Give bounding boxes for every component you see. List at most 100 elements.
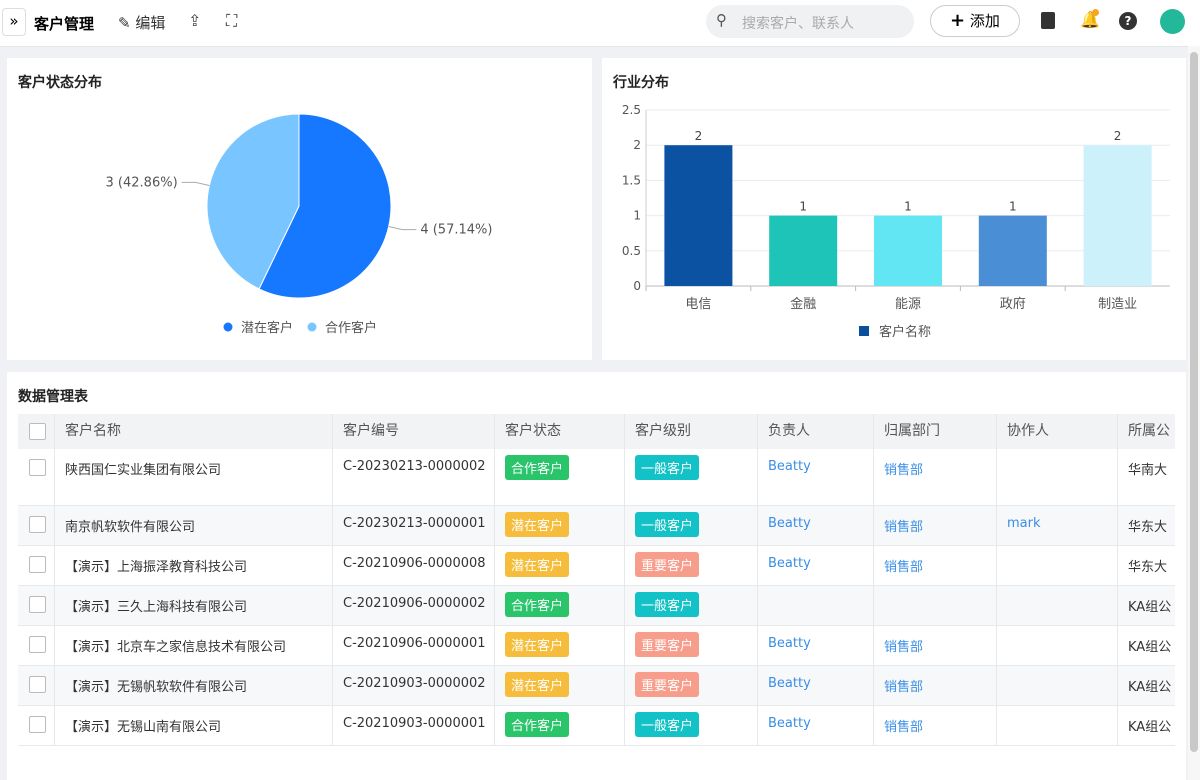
table-cell: 潜在客户 bbox=[495, 546, 625, 586]
tag: 潜在客户 bbox=[505, 552, 570, 577]
table-cell[interactable]: 销售部 bbox=[874, 449, 997, 506]
table-cell bbox=[997, 626, 1118, 666]
edit-label: 编辑 bbox=[135, 14, 166, 32]
table-cell: C-20230213-0000001 bbox=[333, 506, 495, 546]
table-cell: 华南大 bbox=[1118, 449, 1175, 506]
leader-line bbox=[388, 225, 417, 231]
checkbox-cell bbox=[18, 414, 55, 449]
share-icon[interactable]: ⇪ bbox=[188, 11, 202, 30]
legend-label: 潜在客户 bbox=[241, 320, 293, 336]
table-cell[interactable]: 销售部 bbox=[874, 706, 997, 746]
table-row bbox=[18, 449, 1175, 506]
add-button[interactable]: + 添加 bbox=[930, 5, 1020, 37]
table-cell[interactable]: Beatty bbox=[758, 546, 874, 586]
y-tick-label: 2.5 bbox=[622, 103, 641, 117]
checkbox[interactable] bbox=[29, 516, 46, 533]
table-cell[interactable]: Beatty bbox=[758, 706, 874, 746]
tag: 重要客户 bbox=[635, 632, 700, 657]
y-tick-label: 2 bbox=[633, 138, 641, 152]
table-cell[interactable]: 销售部 bbox=[874, 626, 997, 666]
tag: 重要客户 bbox=[635, 672, 700, 697]
table-row bbox=[18, 666, 1175, 706]
tag: 合作客户 bbox=[505, 712, 570, 737]
tag: 潜在客户 bbox=[505, 512, 570, 537]
column-header: 客户状态 bbox=[495, 414, 625, 449]
column-header: 归属部门 bbox=[874, 414, 997, 449]
book-icon[interactable] bbox=[1041, 12, 1055, 29]
table-cell bbox=[758, 586, 874, 626]
x-tick-label: 金融 bbox=[790, 296, 816, 312]
column-header: 负责人 bbox=[758, 414, 874, 449]
table-cell: 【演示】无锡山南有限公司 bbox=[55, 706, 333, 746]
table-cell: 华东大 bbox=[1118, 506, 1175, 546]
table-cell bbox=[997, 586, 1118, 626]
checkbox-cell bbox=[18, 586, 55, 626]
table-row bbox=[18, 546, 1175, 586]
y-tick-label: 0.5 bbox=[622, 244, 641, 258]
table-cell: 【演示】无锡帆软软件有限公司 bbox=[55, 666, 333, 706]
table-cell[interactable]: Beatty bbox=[758, 666, 874, 706]
column-header: 协作人 bbox=[997, 414, 1118, 449]
legend-icon bbox=[223, 322, 233, 332]
help-icon[interactable]: ? bbox=[1119, 12, 1137, 30]
avatar[interactable] bbox=[1160, 9, 1185, 34]
checkbox[interactable] bbox=[29, 676, 46, 693]
checkbox[interactable] bbox=[29, 556, 46, 573]
expand-sidebar[interactable]: » bbox=[2, 8, 26, 36]
add-label: 添加 bbox=[969, 12, 1000, 30]
table-cell[interactable]: 销售部 bbox=[874, 666, 997, 706]
table-cell: 一般客户 bbox=[625, 706, 758, 746]
data-label: 3 (42.86%) bbox=[106, 175, 178, 190]
table-cell: 一般客户 bbox=[625, 506, 758, 546]
table-cell[interactable]: mark bbox=[997, 506, 1118, 546]
tag: 一般客户 bbox=[635, 592, 700, 617]
table-cell[interactable]: 销售部 bbox=[874, 546, 997, 586]
table-cell: 合作客户 bbox=[495, 449, 625, 506]
bar bbox=[1083, 145, 1152, 286]
checkbox-cell bbox=[18, 546, 55, 586]
table-cell: 华东大 bbox=[1118, 546, 1175, 586]
pie-card: 客户状态分布 4 (57.14%) 3 (42.86%) 潜在客户 合作客户 bbox=[7, 58, 592, 360]
search-box[interactable]: ⚲ 搜索客户、联系人 bbox=[706, 5, 914, 38]
legend-label: 客户名称 bbox=[879, 324, 931, 340]
bar bbox=[978, 215, 1047, 286]
value-label: 1 bbox=[904, 200, 912, 214]
pie-slice bbox=[206, 113, 300, 290]
legend-label: 合作客户 bbox=[325, 320, 377, 336]
value-label: 2 bbox=[1114, 129, 1122, 143]
checkbox[interactable] bbox=[29, 596, 46, 613]
checkbox[interactable] bbox=[29, 423, 46, 440]
table-cell: 合作客户 bbox=[495, 586, 625, 626]
checkbox[interactable] bbox=[29, 636, 46, 653]
table-row bbox=[18, 706, 1175, 746]
table-cell: KA组公 bbox=[1118, 626, 1175, 666]
table-row bbox=[18, 626, 1175, 666]
data-table: 客户名称 客户编号 客户状态 客户级别 负责人 归属部门 协作人 所属公 陕西国仁实业集团有限公… bbox=[18, 414, 1175, 780]
table-cell: 【演示】北京车之家信息技术有限公司 bbox=[55, 626, 333, 666]
checkbox[interactable] bbox=[29, 716, 46, 733]
y-tick-label: 1.5 bbox=[622, 173, 641, 187]
table-cell[interactable]: Beatty bbox=[758, 506, 874, 546]
y-tick-label: 0 bbox=[633, 279, 641, 293]
checkbox-cell bbox=[18, 666, 55, 706]
table-cell[interactable]: Beatty bbox=[758, 626, 874, 666]
fullscreen-icon[interactable]: ⛶ bbox=[226, 11, 238, 30]
tag: 潜在客户 bbox=[505, 672, 570, 697]
table-row bbox=[18, 586, 1175, 626]
scrollbar bbox=[1188, 46, 1200, 780]
table-cell bbox=[997, 449, 1118, 506]
table-card: 数据管理表 客户名称 客户编号 客户状态 客户级别 负责人 归属部门 协作人 所属公 陕西国仁实… bbox=[7, 372, 1186, 780]
bar bbox=[664, 145, 733, 286]
table-cell: 重要客户 bbox=[625, 546, 758, 586]
checkbox[interactable] bbox=[29, 459, 46, 476]
edit-button[interactable]: ✎ 编辑 bbox=[118, 14, 166, 32]
tag: 合作客户 bbox=[505, 592, 570, 617]
value-label: 1 bbox=[799, 200, 807, 214]
column-header: 客户名称 bbox=[55, 414, 333, 449]
checkbox-cell bbox=[18, 449, 55, 506]
table-cell[interactable]: 销售部 bbox=[874, 506, 997, 546]
tag: 一般客户 bbox=[635, 712, 700, 737]
column-header: 所属公 bbox=[1118, 414, 1175, 449]
table-cell[interactable]: Beatty bbox=[758, 449, 874, 506]
table-cell: 南京帆软软件有限公司 bbox=[55, 506, 333, 546]
